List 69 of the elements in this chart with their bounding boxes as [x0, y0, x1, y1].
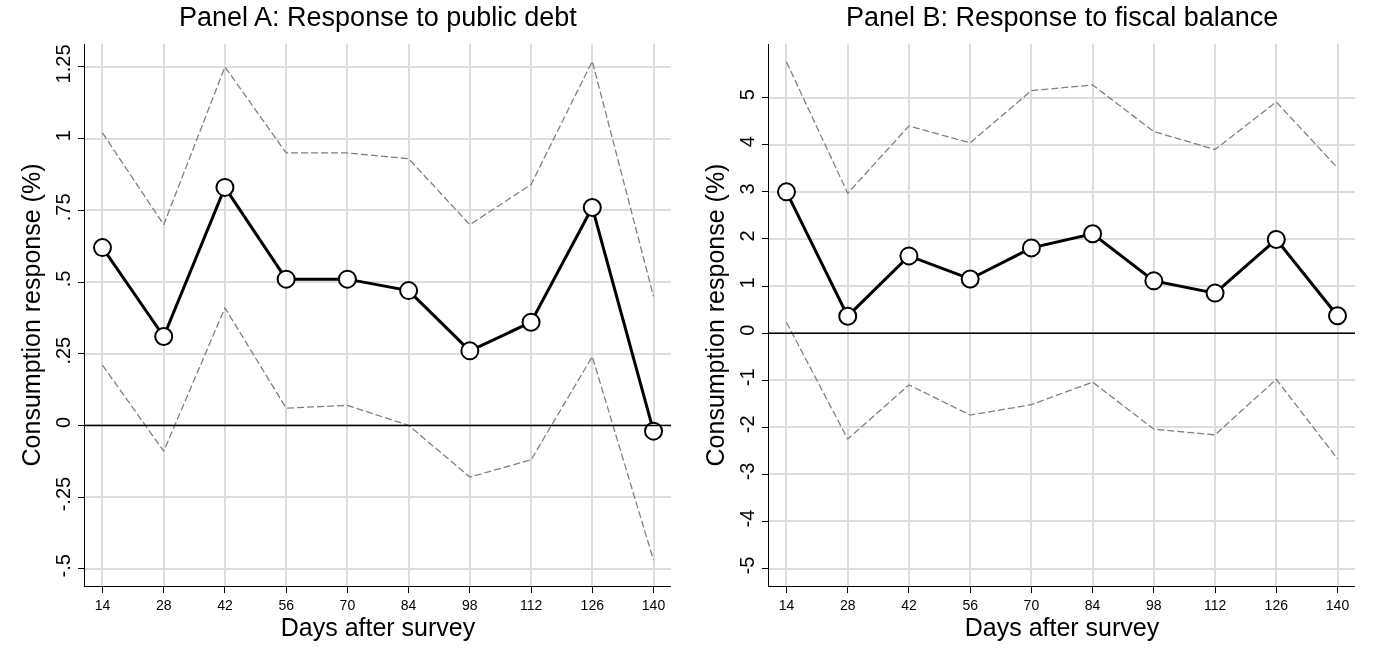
- chart-title: Panel B: Response to fiscal balance: [846, 2, 1279, 32]
- point: [460, 341, 480, 361]
- x-tick-label: 84: [1084, 596, 1101, 613]
- x-tick-label: 70: [339, 596, 356, 613]
- y-tick-label: 0: [736, 324, 758, 336]
- point: [1021, 238, 1041, 258]
- point: [1083, 224, 1103, 244]
- line-series: [101, 60, 655, 298]
- y-tick-label: .5: [52, 270, 74, 288]
- point: [1328, 306, 1348, 326]
- y-tick-label: 4: [736, 136, 758, 148]
- x-tick-label: 126: [1264, 596, 1289, 613]
- x-tick-label: 28: [839, 596, 856, 613]
- x-tick-label: 42: [901, 596, 917, 613]
- x-tick-label: 126: [580, 596, 605, 613]
- line-series: [101, 307, 655, 561]
- line-series: [785, 321, 1339, 460]
- y-axis-title: Consumption response (%): [700, 163, 729, 467]
- line-series: [785, 61, 1339, 194]
- point: [644, 421, 664, 441]
- point: [777, 182, 796, 202]
- x-axis-title: Days after survey: [280, 612, 476, 641]
- x-tick-label: 14: [94, 596, 111, 613]
- x-tick-label: 70: [1023, 596, 1040, 613]
- point: [1205, 283, 1225, 303]
- y-tick-label: 3: [736, 183, 758, 195]
- x-tick-label: 140: [1325, 596, 1350, 613]
- chart-title: Panel A: Response to public debt: [179, 2, 578, 32]
- y-tick-label: 1.25: [52, 44, 74, 84]
- x-tick-label: 56: [278, 596, 295, 613]
- y-tick-label: 1: [52, 130, 74, 142]
- point: [154, 327, 174, 346]
- point: [1266, 229, 1286, 249]
- y-tick-label: -2: [736, 415, 758, 434]
- y-tick-label: -4: [736, 509, 758, 528]
- y-tick-label: .25: [52, 336, 74, 365]
- y-tick-label: -3: [736, 462, 758, 481]
- x-tick-label: 140: [641, 596, 666, 613]
- y-axis-title: Consumption response (%): [16, 163, 45, 467]
- point: [899, 246, 919, 266]
- x-tick-label: 98: [462, 596, 478, 613]
- x-tick-label: 112: [1203, 596, 1227, 613]
- point: [521, 312, 541, 332]
- point: [399, 281, 419, 301]
- y-tick-label: .75: [52, 193, 74, 222]
- x-tick-label: 84: [400, 596, 417, 613]
- y-tick-label: 0: [52, 416, 74, 428]
- point: [93, 238, 112, 258]
- y-tick-label: 5: [736, 89, 758, 101]
- point: [276, 269, 296, 289]
- y-tick-label: -.5: [52, 554, 74, 578]
- x-tick-label: 56: [962, 596, 979, 613]
- x-tick-label: 42: [217, 596, 233, 613]
- y-tick-label: -.25: [52, 476, 74, 512]
- point: [1144, 271, 1164, 291]
- point: [215, 177, 235, 197]
- x-tick-label: 98: [1146, 596, 1162, 613]
- y-tick-label: -5: [736, 556, 758, 575]
- x-tick-label: 28: [155, 596, 172, 613]
- y-tick-label: 1: [736, 277, 758, 289]
- point: [838, 306, 858, 326]
- point: [582, 197, 602, 217]
- y-tick-label: -1: [736, 368, 758, 387]
- y-tick-label: 2: [736, 230, 758, 242]
- x-axis-title: Days after survey: [964, 612, 1160, 641]
- point: [960, 269, 980, 289]
- x-tick-label: 14: [778, 596, 795, 613]
- x-tick-label: 112: [519, 596, 543, 613]
- point: [337, 269, 357, 289]
